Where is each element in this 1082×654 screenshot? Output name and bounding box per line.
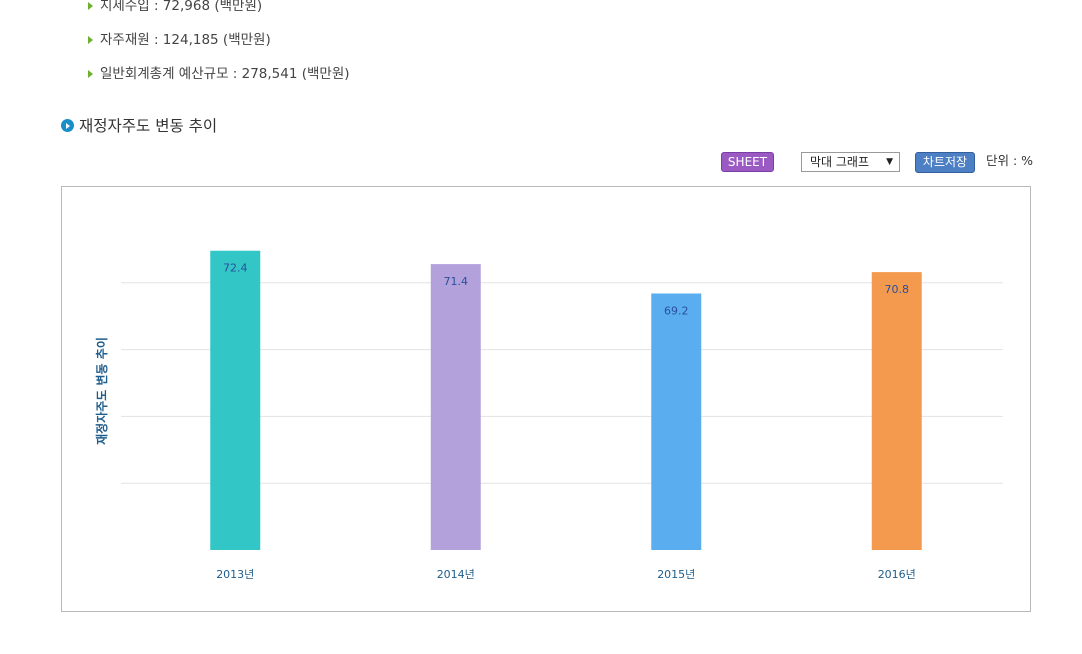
- bar-2013년[interactable]: [210, 250, 261, 550]
- sheet-button[interactable]: SHEET: [721, 152, 774, 172]
- summary-item: 일반회계총계 예산규모 : 278,541 (백만원): [88, 57, 350, 91]
- x-tick-label: 2015년: [657, 568, 695, 581]
- data-label: 71.4: [444, 275, 469, 288]
- summary-list: 지세수입 : 72,968 (백만원) 자주재원 : 124,185 (백만원)…: [88, 0, 350, 91]
- bar-2014년[interactable]: [430, 264, 481, 550]
- save-chart-button[interactable]: 차트저장: [915, 152, 975, 173]
- chart-container: 재정자주도 변동 추이 72.4 2013년 71.4 2014년 69.2 2015년 70…: [61, 186, 1031, 612]
- play-circle-icon: [61, 119, 74, 132]
- x-tick-label: 2014년: [437, 568, 475, 581]
- bullet-arrow-icon: [88, 2, 93, 10]
- section-title: 재정자주도 변동 추이: [61, 116, 217, 136]
- y-axis-label: 재정자주도 변동 추이: [94, 337, 109, 445]
- unit-label: 단위 : %: [986, 153, 1034, 168]
- bar-2016년[interactable]: [871, 272, 922, 550]
- caret-down-icon: ▼: [886, 157, 893, 167]
- bullet-arrow-icon: [88, 70, 93, 78]
- bullet-arrow-icon: [88, 36, 93, 44]
- summary-item-label: 지세수입 : 72,968 (백만원): [100, 0, 263, 14]
- summary-item-label: 일반회계총계 예산규모 : 278,541 (백만원): [100, 66, 350, 82]
- x-tick-label: 2013년: [216, 568, 254, 581]
- bar-2015년[interactable]: [651, 293, 702, 550]
- bar-chart: 재정자주도 변동 추이 72.4 2013년 71.4 2014년 69.2 2015년 70…: [94, 250, 1003, 581]
- data-label: 70.8: [885, 283, 910, 296]
- x-tick-label: 2016년: [878, 568, 916, 581]
- section-title-text: 재정자주도 변동 추이: [79, 117, 218, 135]
- chart-type-select[interactable]: 막대 그래프 ▼: [801, 152, 900, 172]
- data-label: 69.2: [664, 304, 689, 317]
- summary-item: 자주재원 : 124,185 (백만원): [88, 23, 350, 57]
- chart-type-selected: 막대 그래프: [810, 155, 870, 169]
- summary-item-label: 자주재원 : 124,185 (백만원): [100, 32, 271, 48]
- chart-toolbar: SHEET 막대 그래프 ▼ 차트저장 단위 : %: [0, 152, 1082, 176]
- summary-item: 지세수입 : 72,968 (백만원): [88, 0, 350, 23]
- data-label: 72.4: [223, 262, 248, 275]
